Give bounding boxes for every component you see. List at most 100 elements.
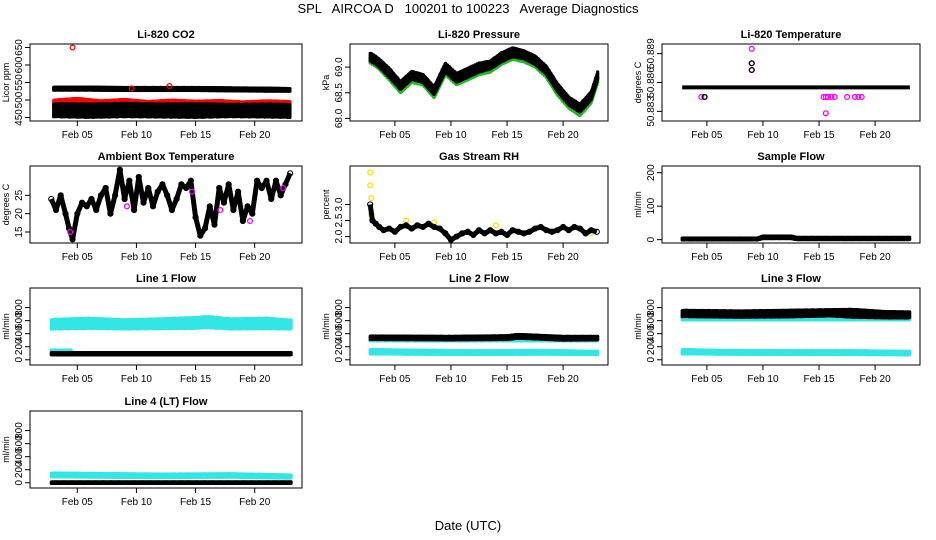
line2-ylabel: ml/min xyxy=(321,313,331,340)
rh-ylabel: percent xyxy=(321,189,331,220)
y-tick-label: 0 xyxy=(646,357,657,363)
x-tick-label: Feb 15 xyxy=(180,374,212,385)
y-tick-label: 69.0 xyxy=(334,57,345,77)
sample_flow-title: Sample Flow xyxy=(757,151,825,163)
rh-series-1-point xyxy=(565,227,572,234)
x-tick-label: Feb 10 xyxy=(435,130,467,141)
box_temp-series-0-point xyxy=(145,184,152,192)
rh-series-0-point xyxy=(368,195,375,202)
box_temp-series-0-point xyxy=(187,177,194,184)
line2-frame xyxy=(349,287,609,366)
box_temp-series-0-point xyxy=(62,210,69,217)
box_temp-series-0-point xyxy=(107,210,114,217)
box_temp-series-0-point xyxy=(164,192,171,199)
box_temp-series-0-point xyxy=(121,195,128,203)
box_temp-series-0-point xyxy=(52,206,60,214)
box_temp-series-0-point xyxy=(97,192,105,199)
y-tick-label: 0 xyxy=(646,236,657,242)
rh-series-1-point xyxy=(367,201,374,208)
box_temp-series-0-point xyxy=(225,181,232,188)
x-tick-label: Feb 10 xyxy=(747,252,779,263)
rh-series-1-point xyxy=(571,223,578,231)
line1-data xyxy=(49,314,293,357)
rh-series-1-point xyxy=(492,230,499,237)
box_temp-series-0-point xyxy=(140,199,147,206)
box_temp-series-0-point xyxy=(93,206,100,214)
licor_temp-series-1-point xyxy=(851,93,858,100)
x-tick-label: Feb 10 xyxy=(747,374,779,385)
box_temp-series-1-point xyxy=(188,188,196,195)
box_temp-series-0-point xyxy=(258,184,265,192)
rh-series-1-point xyxy=(442,230,449,237)
x-tick-label: Feb 20 xyxy=(239,252,271,263)
co2-title: Li-820 CO2 xyxy=(137,29,194,41)
y-tick-label: 200 xyxy=(646,338,657,355)
y-tick-label: 2.5 xyxy=(334,213,345,227)
y-tick-label: 400 xyxy=(334,325,345,342)
box_temp-series-0-point xyxy=(57,192,64,199)
pressure-data xyxy=(368,46,600,118)
y-tick-label: 650 xyxy=(14,39,25,56)
y-tick-label: 2.0 xyxy=(334,229,345,243)
rh-series-1-point xyxy=(481,230,488,237)
licor_temp-series-2-point xyxy=(701,93,708,100)
box_temp-series-0-point xyxy=(88,195,95,203)
y-tick-label: 600 xyxy=(646,312,657,329)
rh-series-1-point xyxy=(509,227,516,234)
rh-series-0-point xyxy=(367,182,374,189)
line3-title: Line 3 Flow xyxy=(761,273,821,285)
box_temp-series-0-point xyxy=(244,203,251,210)
rh-series-1-point xyxy=(498,228,505,235)
licor_temp-series-2-point xyxy=(748,66,755,74)
rh-series-1-point xyxy=(470,231,477,239)
x-tick-label: Feb 05 xyxy=(62,130,94,141)
box_temp-series-0-point xyxy=(211,221,218,228)
x-tick-label: Feb 20 xyxy=(548,130,580,141)
box_temp-series-0-point xyxy=(130,206,138,214)
box_temp-series-0-point xyxy=(112,192,119,199)
licor_temp-ylabel: degrees C xyxy=(633,61,643,103)
x-tick-label: Feb 10 xyxy=(121,130,153,141)
licor_temp-title: Li-820 Temperature xyxy=(741,29,842,41)
box_temp-series-0-point xyxy=(83,203,90,210)
licor_temp-series-1-point xyxy=(844,93,851,100)
rh-series-1-point xyxy=(402,222,410,229)
rh-series-1-point xyxy=(376,223,383,231)
box_temp-series-0-point xyxy=(159,181,166,188)
licor_temp-panel: Li-820 Temperature degrees C50.88350.8865… xyxy=(633,29,921,141)
licor_temp-series-1-point xyxy=(822,93,829,100)
rh-series-1-point xyxy=(408,225,415,232)
y-tick-label: 50.889 xyxy=(646,38,657,69)
box_temp-series-0-point xyxy=(220,199,228,206)
y-tick-label: 68.0 xyxy=(334,108,345,128)
licor_temp-series-1-point xyxy=(824,93,832,100)
box_temp-series-1-point xyxy=(67,228,74,236)
y-tick-label: 200 xyxy=(334,338,345,355)
box_temp-frame xyxy=(29,165,303,244)
x-tick-label: Feb 05 xyxy=(691,252,723,263)
box_temp-title: Ambient Box Temperature xyxy=(98,151,235,163)
x-tick-label: Feb 05 xyxy=(62,374,94,385)
licor_temp-data xyxy=(682,45,910,117)
rh-series-1-point xyxy=(431,223,438,231)
rh-series-1-point xyxy=(588,227,595,234)
x-tick-label: Feb 05 xyxy=(379,252,411,263)
box_temp-series-1-point xyxy=(217,206,224,214)
y-tick-label: 15 xyxy=(14,226,25,238)
x-tick-label: Feb 05 xyxy=(379,130,411,141)
x-tick-label: Feb 10 xyxy=(435,374,467,385)
sample_flow-data xyxy=(680,234,912,242)
licor_temp-series-1-point xyxy=(698,93,705,100)
box_temp-series-0-point xyxy=(78,199,86,206)
rh-series-1-point xyxy=(560,223,567,231)
y-tick-label: 800 xyxy=(334,299,345,316)
co2-series-3-point xyxy=(166,82,173,90)
line1-frame xyxy=(29,287,303,366)
rh-series-1-point xyxy=(380,227,387,234)
y-tick-label: 600 xyxy=(14,312,25,329)
x-tick-label: Feb 15 xyxy=(491,130,523,141)
y-tick-label: 400 xyxy=(646,325,657,342)
box_temp-series-0-point xyxy=(235,188,242,195)
